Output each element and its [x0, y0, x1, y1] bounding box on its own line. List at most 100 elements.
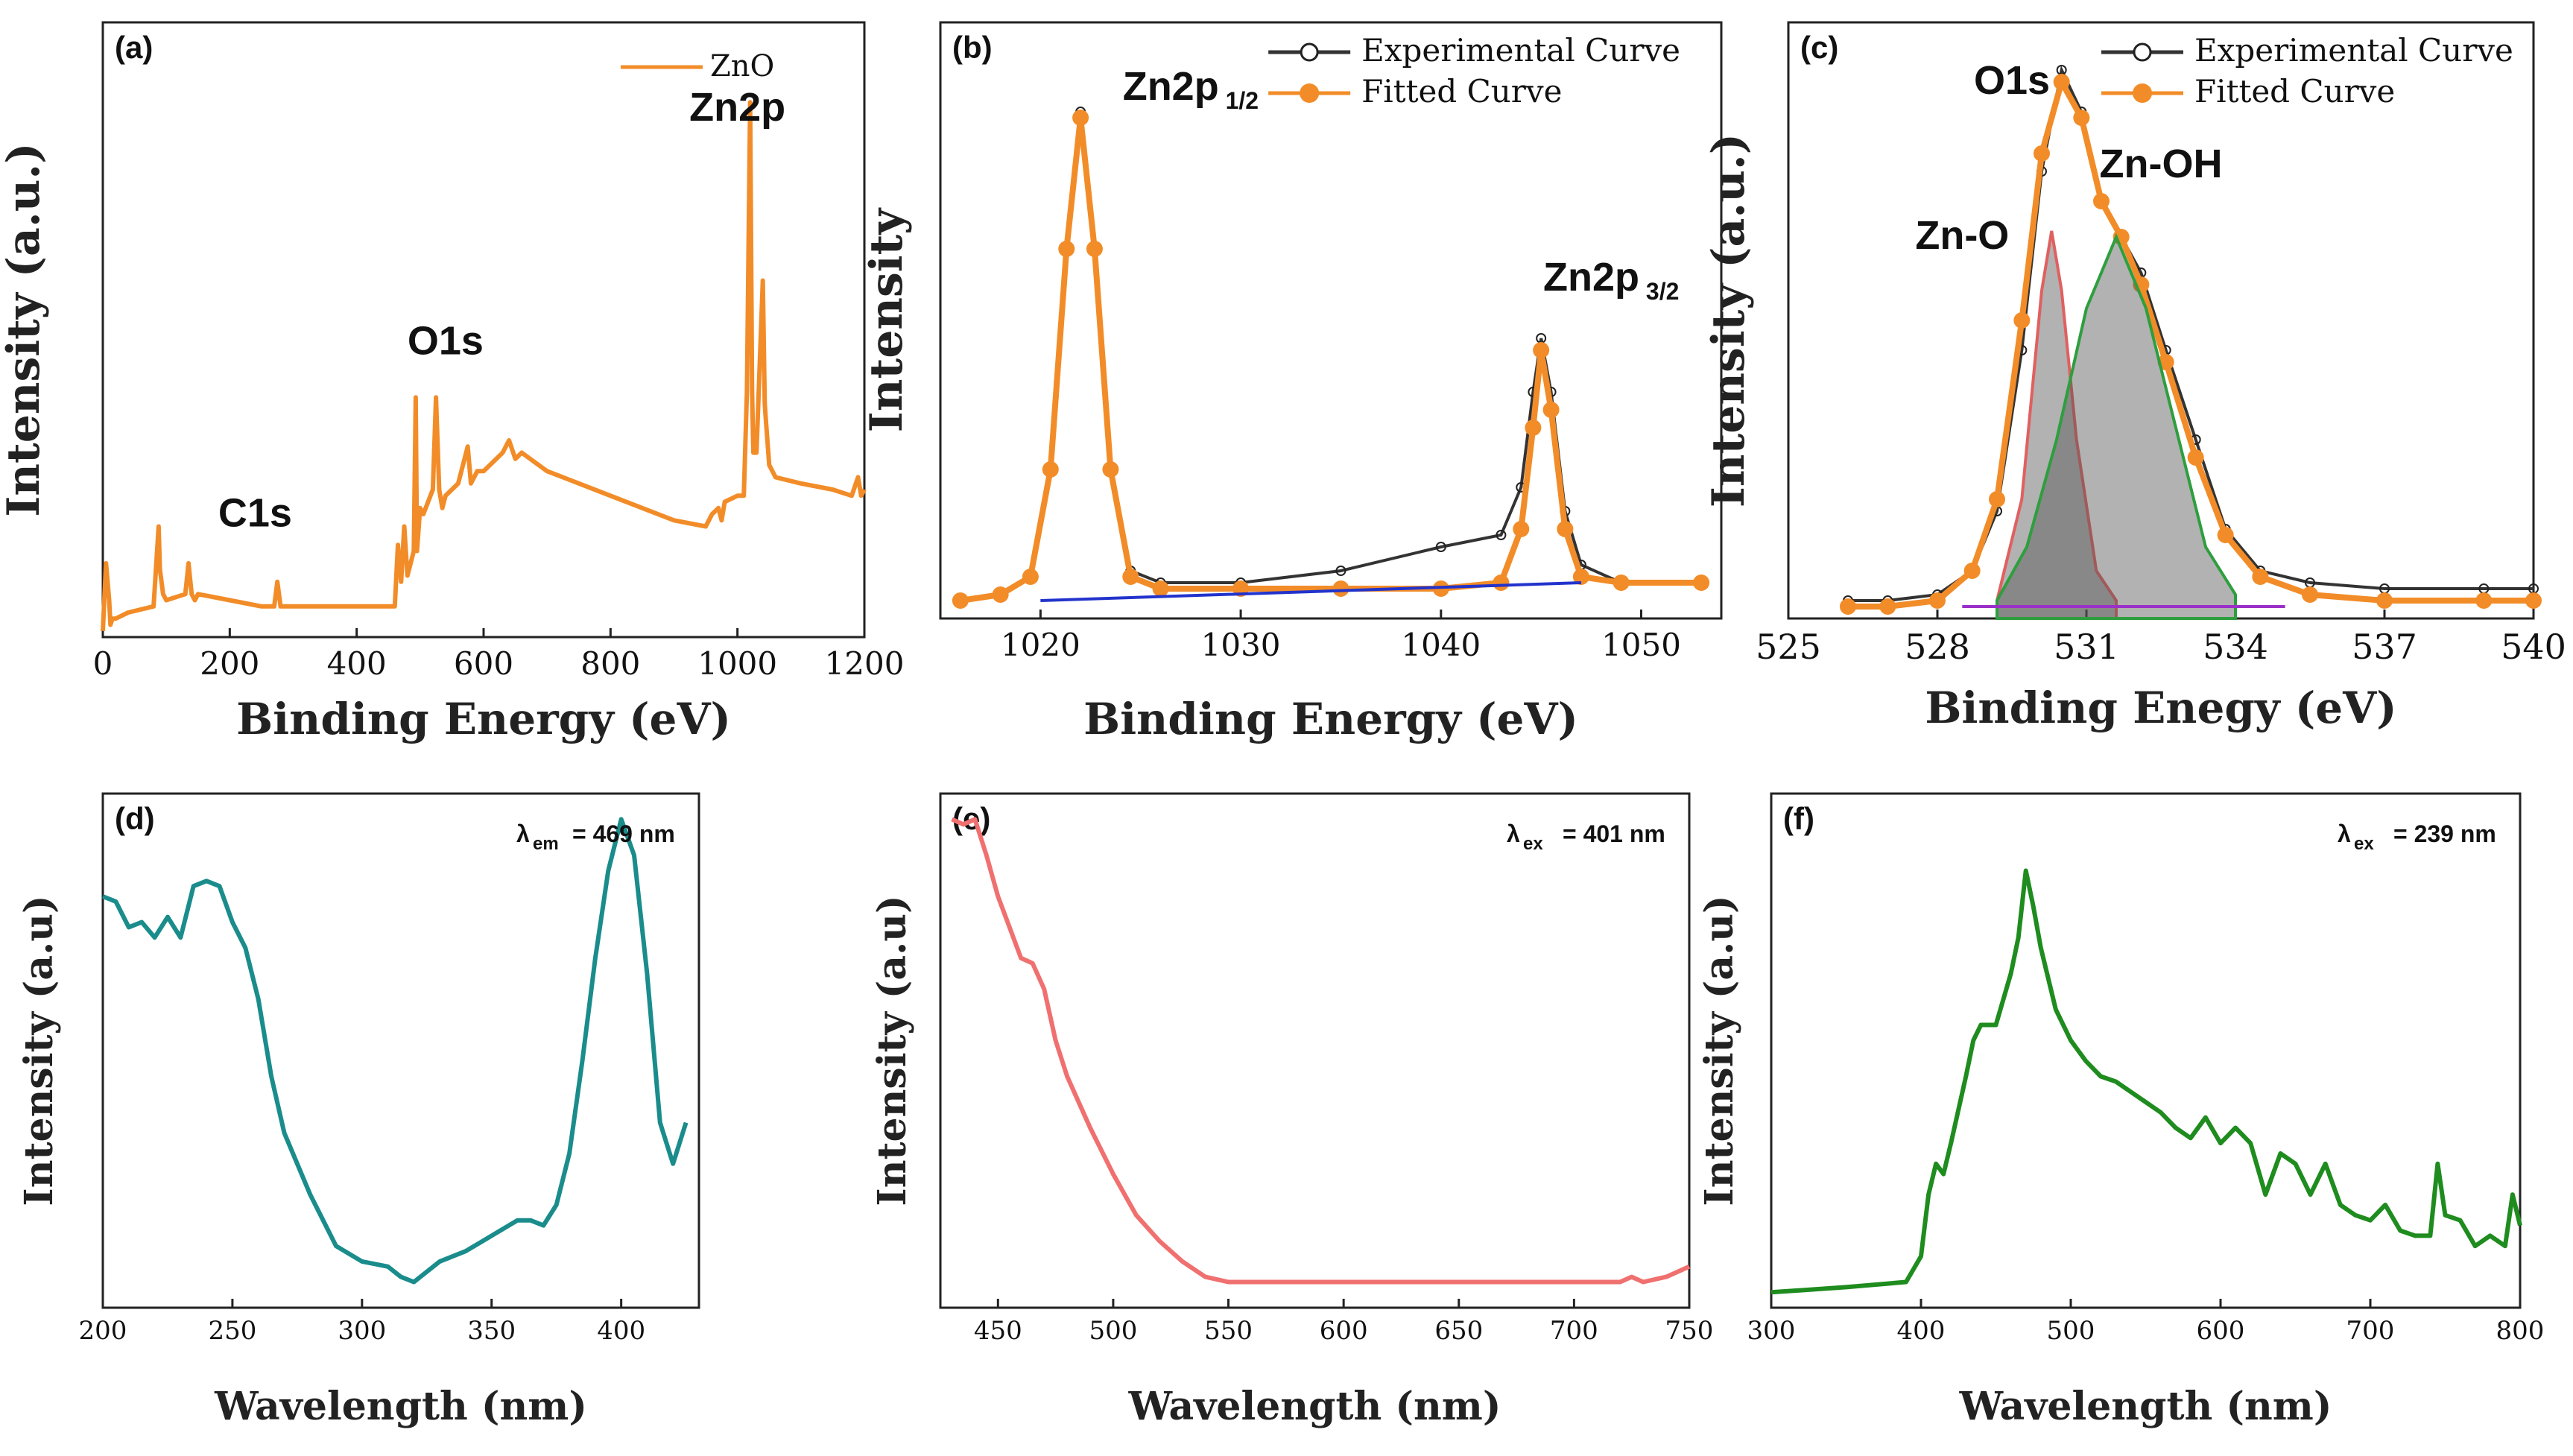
x-tick-label: 400	[597, 1316, 645, 1346]
fitted-point	[952, 592, 969, 609]
x-tick-label: 350	[467, 1316, 516, 1346]
fitted-point	[1525, 420, 1542, 436]
fitted-point	[1493, 575, 1510, 591]
plot-frame	[939, 792, 1691, 1309]
experimental-point	[1496, 530, 1507, 540]
panel-label: (f)	[1783, 801, 1814, 836]
fitted-point	[992, 586, 1009, 603]
chart-panel-2: (b) 1020 1030 1040 1050 Binding Energy (eV) In…	[861, 21, 1723, 744]
x-tick-label: 534	[2203, 627, 2268, 667]
x-tick-label: 1030	[1201, 627, 1281, 663]
fitted-curve	[960, 117, 1702, 604]
x-axis-title: Binding Enegy (eV)	[1925, 683, 2396, 733]
plot-frame	[939, 21, 1723, 620]
lambda-symbol: λ	[1507, 820, 1520, 847]
lambda-value: = 469 nm	[572, 820, 675, 847]
lambda-symbol: λ	[2338, 820, 2351, 847]
fitted-point	[1102, 461, 1119, 478]
y-axis-title: Intensity (a.u)	[16, 895, 62, 1206]
legend-marker	[2133, 42, 2152, 62]
x-tick-label: 400	[327, 645, 387, 682]
fitted-point	[1613, 575, 1630, 591]
legend-marker	[2133, 83, 2152, 103]
experimental-point	[1335, 566, 1346, 576]
fitted-point	[2525, 592, 2542, 609]
peak-annotation: Zn-OH	[2100, 142, 2223, 186]
legend-marker	[1300, 42, 1319, 62]
fitted-point	[1693, 575, 1710, 591]
fitted-point	[1963, 563, 1981, 579]
x-tick-label: 550	[1204, 1316, 1253, 1346]
x-tick-label: 700	[1550, 1316, 1598, 1346]
panel-label: (d)	[115, 801, 155, 836]
x-tick-label: 200	[200, 645, 259, 682]
x-axis-title: Binding Energy (eV)	[236, 694, 731, 744]
x-tick-label: 537	[2352, 627, 2417, 667]
fitted-point	[1533, 342, 1550, 358]
chart-panel-3: (c) 525 528 531 534 537 540 Binding Enegy (eV) I…	[1703, 21, 2566, 733]
annotation-subscript: 1/2	[1219, 87, 1259, 114]
chart-panel-6: (f) 300 400 500 600 700 800 Wavelength (nm) Inte…	[1697, 792, 2545, 1429]
peak-annotation: Zn2p 3/2	[1543, 255, 1679, 305]
series-line	[101, 100, 867, 631]
annotation-subscript: 3/2	[1639, 278, 1679, 305]
chart-panel-4: (d) 200 250 300 350 400 Wavelength (nm) Intensi…	[16, 792, 700, 1429]
x-tick-label: 650	[1434, 1316, 1483, 1346]
x-tick-label: 525	[1756, 627, 1821, 667]
fitted-point	[2376, 592, 2393, 609]
x-tick-label: 250	[208, 1316, 256, 1346]
fitted-point	[1072, 110, 1089, 126]
lambda-subscript: ex	[1523, 834, 1543, 854]
legend-entry: Experimental Curve	[1361, 32, 1680, 69]
fitted-point	[2093, 193, 2110, 209]
fitted-point	[2073, 110, 2090, 126]
fitted-point	[1332, 580, 1349, 597]
fitted-point	[1542, 402, 1560, 418]
peak-annotation: O1s	[408, 319, 484, 364]
fitted-point	[1086, 241, 1103, 257]
experimental-point	[1435, 542, 1446, 552]
x-axis-title: Binding Energy (eV)	[1083, 694, 1578, 744]
fitted-point	[1572, 569, 1589, 585]
x-axis-title: Wavelength (nm)	[1128, 1384, 1501, 1429]
fitted-point	[1058, 241, 1075, 257]
x-tick-label: 1000	[697, 645, 777, 682]
y-axis-title: Intensity (a.u.)	[1703, 133, 1755, 507]
x-tick-label: 300	[338, 1316, 386, 1346]
x-tick-label: 1040	[1401, 627, 1481, 663]
x-tick-label: 540	[2501, 627, 2566, 667]
x-tick-label: 800	[2496, 1316, 2545, 1346]
fitted-point	[1557, 521, 1574, 537]
lambda-value: = 239 nm	[2393, 820, 2496, 847]
fitted-point	[1042, 461, 1059, 478]
fitted-point	[2217, 527, 2234, 543]
fitted-point	[1122, 569, 1139, 585]
panel-label: (c)	[1800, 30, 1838, 65]
fitted-point	[2034, 145, 2050, 162]
x-tick-label: 0	[93, 645, 113, 682]
peak-annotation: Zn2p	[689, 85, 785, 130]
fitted-point	[1513, 521, 1530, 537]
y-axis-title: Intensity	[861, 207, 913, 432]
y-axis-title: Intensity (a.u.)	[0, 142, 50, 516]
lambda-subscript: ex	[2354, 834, 2374, 854]
panel-label: (a)	[115, 30, 153, 65]
fitted-point	[2053, 74, 2070, 90]
baseline	[1040, 581, 1581, 602]
x-tick-label: 500	[2047, 1316, 2095, 1346]
x-tick-label: 600	[2197, 1316, 2245, 1346]
peak-annotation: Zn-O	[1915, 213, 2009, 258]
fitted-point	[1989, 491, 2005, 507]
x-tick-label: 450	[974, 1316, 1022, 1346]
fitted-point	[1840, 598, 1856, 615]
fitted-point	[1022, 569, 1039, 585]
fitted-point	[2302, 586, 2318, 603]
fitted-point	[2187, 449, 2204, 466]
x-tick-label: 528	[1905, 627, 1970, 667]
series-line	[101, 817, 689, 1285]
x-tick-label: 800	[580, 645, 640, 682]
peak-annotation: C1s	[218, 491, 292, 536]
fitted-point	[2252, 569, 2269, 585]
